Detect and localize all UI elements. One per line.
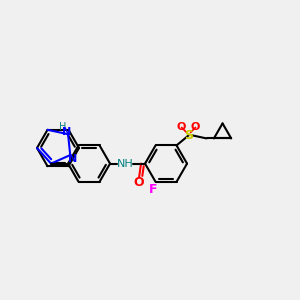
Text: O: O [177, 122, 186, 132]
Text: O: O [191, 122, 200, 132]
Text: S: S [184, 129, 193, 142]
Text: O: O [134, 176, 144, 189]
Text: N: N [62, 127, 72, 137]
Text: N: N [68, 154, 77, 164]
Text: F: F [149, 183, 158, 196]
Text: NH: NH [117, 159, 134, 169]
Text: H: H [59, 122, 67, 132]
